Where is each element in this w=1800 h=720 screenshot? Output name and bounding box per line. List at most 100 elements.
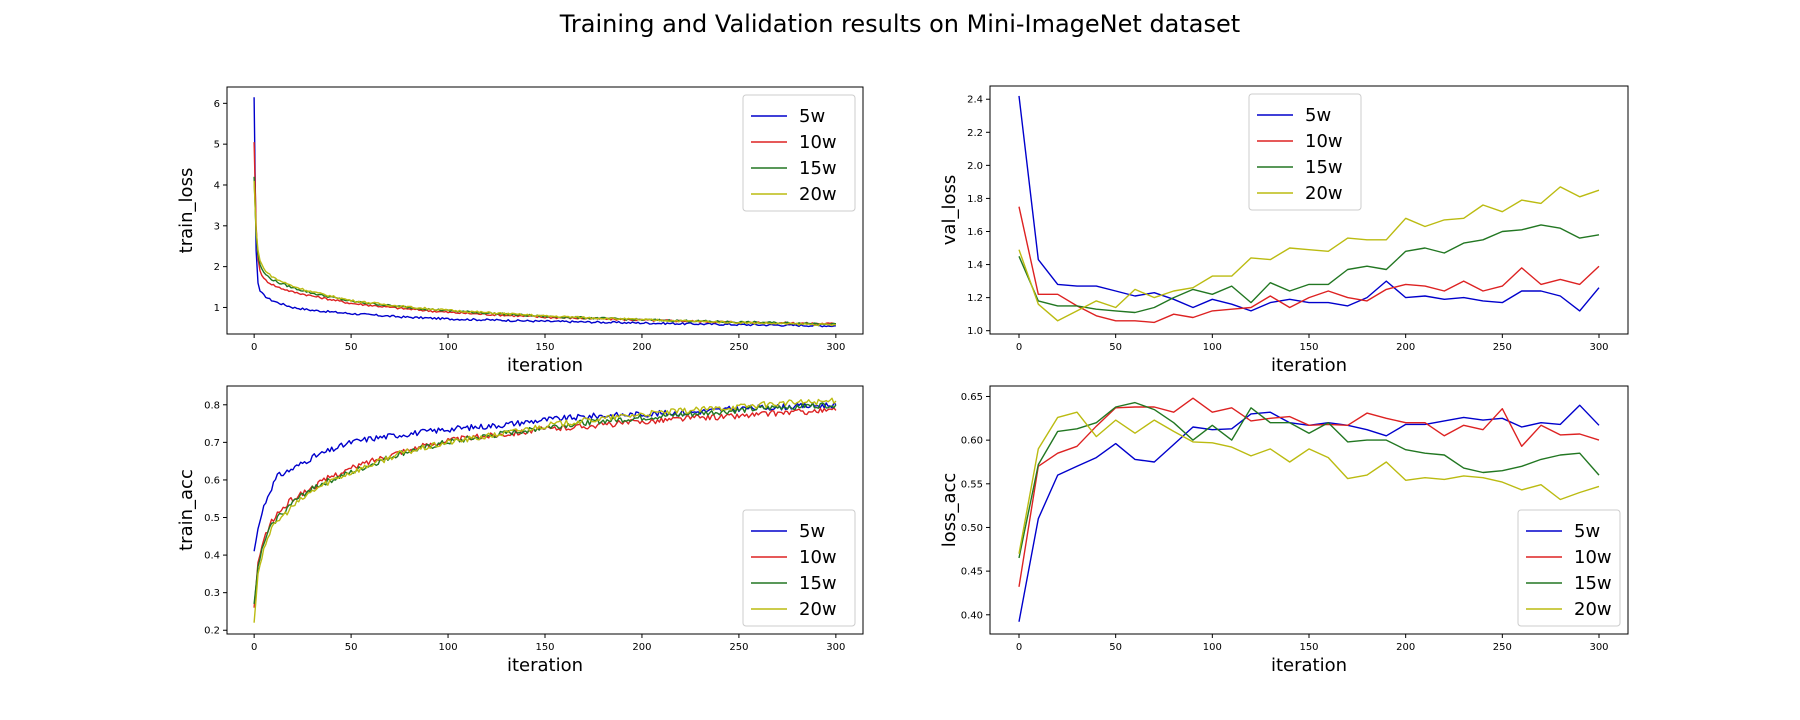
- chart-panel-loss-acc: 0 50 100 150 200 250 300 0.40 0.45 0.50 0.55 0.60 0.…: [939, 385, 1629, 676]
- y-tick-label: 0.60: [961, 436, 983, 447]
- y-tick-label: 0.65: [961, 392, 983, 403]
- x-tick-label: 150: [535, 342, 554, 353]
- y-tick-label: 1.4: [967, 260, 983, 271]
- x-tick-label: 50: [345, 642, 358, 653]
- legend-label-20w: 20w: [1305, 183, 1343, 204]
- y-tick-label: 1.6: [967, 227, 983, 238]
- x-tick-label: 50: [345, 342, 358, 353]
- legend-label-10w: 10w: [1305, 131, 1343, 152]
- x-tick-label: 250: [1493, 342, 1512, 353]
- legend-box: [1517, 509, 1621, 627]
- y-tick-label: 0.55: [961, 479, 983, 490]
- y-tick-label: 2.4: [967, 95, 983, 106]
- x-tick-label: 50: [1109, 342, 1122, 353]
- y-tick-label: 1.0: [967, 326, 983, 337]
- series-line-10w: [1018, 397, 1600, 587]
- y-tick-label: 0.5: [204, 513, 220, 524]
- y-axis-label: val_loss: [939, 175, 960, 245]
- legend-label-20w: 20w: [799, 184, 837, 205]
- y-tick-label: 0.50: [961, 523, 983, 534]
- x-tick-label: 150: [1299, 642, 1318, 653]
- y-tick-label: 2.0: [967, 161, 983, 172]
- y-tick-label: 1.2: [967, 293, 983, 304]
- legend-label-20w: 20w: [799, 599, 837, 620]
- legend: 5w 10w 15w 20w: [742, 94, 856, 212]
- chart-panel-train-loss: 0 50 100 150 200 250 300 1 2 3 4 5 6 iteration train_l…: [176, 86, 864, 376]
- y-tick-label: 0.45: [961, 567, 983, 578]
- x-tick-label: 0: [251, 642, 257, 653]
- legend-label-10w: 10w: [1574, 547, 1612, 568]
- legend-label-10w: 10w: [799, 132, 837, 153]
- x-tick-label: 100: [1203, 342, 1222, 353]
- chart-panel-train-acc: 0 50 100 150 200 250 300 0.2 0.3 0.4 0.5 0.6 0.7 0.8 i…: [176, 385, 864, 676]
- y-tick-label: 0.6: [204, 475, 220, 486]
- legend: 5w 10w 15w 20w: [1517, 509, 1621, 627]
- y-tick-label: 3: [214, 221, 220, 232]
- x-tick-label: 0: [1016, 342, 1022, 353]
- y-tick-label: 6: [214, 99, 220, 110]
- series-line-20w: [1018, 186, 1600, 322]
- x-tick-label: 300: [1589, 642, 1608, 653]
- series-line-20w: [253, 180, 837, 327]
- x-tick-label: 150: [535, 642, 554, 653]
- y-tick-label: 0.3: [204, 588, 220, 599]
- legend-box: [1248, 93, 1362, 211]
- y-tick-label: 1: [214, 303, 220, 314]
- y-tick-label: 0.40: [961, 610, 983, 621]
- legend-label-15w: 15w: [1574, 573, 1612, 594]
- legend-label-15w: 15w: [799, 573, 837, 594]
- y-tick-label: 4: [214, 180, 220, 191]
- legend-label-5w: 5w: [799, 106, 825, 127]
- series-line-5w: [1018, 404, 1600, 622]
- x-tick-label: 150: [1299, 342, 1318, 353]
- chart-panel-val-loss: 0 50 100 150 200 250 300 1.0 1.2 1.4 1.6 1.8 2.0 2.2 2…: [939, 85, 1629, 376]
- legend-label-5w: 5w: [799, 521, 825, 542]
- y-tick-label: 0.4: [204, 551, 220, 562]
- legend-label-15w: 15w: [799, 158, 837, 179]
- y-tick-label: 1.8: [967, 194, 983, 205]
- x-tick-label: 300: [826, 642, 845, 653]
- x-tick-label: 250: [1493, 642, 1512, 653]
- legend-label-20w: 20w: [1574, 599, 1612, 620]
- x-axis-label: iteration: [507, 355, 583, 376]
- series-line-15w: [1018, 401, 1600, 559]
- x-tick-label: 250: [729, 342, 748, 353]
- legend-box: [742, 509, 856, 627]
- legend-label-15w: 15w: [1305, 157, 1343, 178]
- series-line-20w: [1018, 411, 1600, 554]
- x-tick-label: 100: [439, 642, 458, 653]
- legend-label-5w: 5w: [1305, 105, 1331, 126]
- x-axis-label: iteration: [507, 655, 583, 676]
- x-tick-label: 200: [632, 642, 651, 653]
- x-tick-label: 200: [632, 342, 651, 353]
- legend: 5w 10w 15w 20w: [1248, 93, 1362, 211]
- y-tick-label: 5: [214, 140, 220, 151]
- y-tick-label: 2: [214, 262, 220, 273]
- series-line-5w: [1018, 95, 1600, 312]
- series-line-5w: [253, 97, 836, 328]
- figure-title: Training and Validation results on Mini-…: [559, 10, 1240, 38]
- y-tick-label: 0.7: [204, 438, 220, 449]
- y-tick-label: 0.2: [204, 626, 220, 637]
- y-axis-label: train_acc: [176, 469, 197, 551]
- x-tick-label: 0: [1016, 642, 1022, 653]
- chart-panels: 0 50 100 150 200 250 300 1 2 3 4 5 6 iteration train_l…: [176, 85, 1629, 676]
- series-line-5w: [253, 402, 837, 552]
- series-line-15w: [1018, 224, 1600, 314]
- x-tick-label: 250: [729, 642, 748, 653]
- x-tick-label: 200: [1396, 642, 1415, 653]
- legend: 5w 10w 15w 20w: [742, 509, 856, 627]
- x-tick-label: 200: [1396, 342, 1415, 353]
- y-tick-label: 0.8: [204, 400, 220, 411]
- legend-label-10w: 10w: [799, 547, 837, 568]
- y-axis-label: train_loss: [176, 168, 197, 254]
- x-tick-label: 50: [1109, 642, 1122, 653]
- series-line-20w: [253, 397, 837, 623]
- x-axis-label: iteration: [1271, 355, 1347, 376]
- y-axis-label: loss_acc: [939, 473, 960, 548]
- x-axis-label: iteration: [1271, 655, 1347, 676]
- legend-box: [742, 94, 856, 212]
- x-tick-label: 100: [1203, 642, 1222, 653]
- x-tick-label: 300: [1589, 342, 1608, 353]
- series-line-10w: [1018, 206, 1600, 324]
